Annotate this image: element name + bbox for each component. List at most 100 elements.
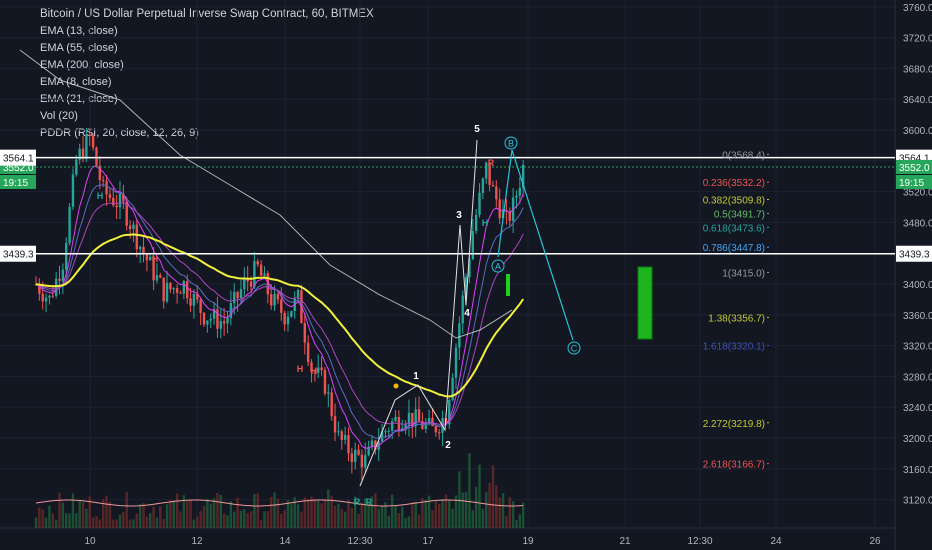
candle-body [485,162,488,179]
volume-bar [152,506,155,528]
abc-label-A: A [495,262,501,272]
candle-body [431,418,434,427]
abc-marker-circle [491,259,505,273]
candle-body [212,309,216,319]
volume-bar [91,517,95,528]
time-tick-label: 17 [422,536,434,547]
small-projection-box [506,274,510,296]
volume-bar [296,504,300,528]
candle-body [522,164,525,188]
volume-bar [48,505,51,528]
candle-body [256,261,259,265]
candle-body [374,440,377,450]
ema-55-line [35,233,525,398]
volume-bar [65,513,68,528]
volume-bar [290,504,293,528]
price-level-tag-left [0,149,36,166]
abc-projection-path [497,149,574,341]
candle-body [138,246,142,250]
candle-body [360,454,364,468]
volume-bar [189,500,192,528]
elliott-wave-path [359,139,478,487]
volume-bar [68,513,71,528]
indicator-ema55[interactable]: EMA (55, close) [40,42,118,54]
candle-body [145,254,149,261]
signal-dot [393,383,399,389]
candle-body [61,269,65,281]
volume-bar [454,495,458,528]
volume-bar [253,494,256,528]
volume-bar [434,501,438,528]
candle-body [226,318,229,324]
price-tick-label: 3160.0 [903,465,932,476]
candle-body [313,372,317,374]
candle-body [357,449,360,455]
candle-body [243,278,246,290]
candle-body [474,214,478,232]
chart-title[interactable]: Bitcoin / US Dollar Perpetual Inverse Sw… [40,8,374,20]
volume-bar [206,498,209,528]
volume-bar [276,498,280,528]
candle-body [458,323,461,348]
volume-bar [522,502,525,528]
volume-bar [115,519,118,528]
volume-bar [471,510,474,528]
volume-bar [283,510,286,528]
candle-body [414,409,417,427]
candle-body [290,311,293,317]
fib-level-label: 0(3568.4) [722,150,765,161]
candle-body [182,281,186,294]
time-tick-label: 19 [522,536,534,547]
volume-bar [387,515,390,528]
volume-bar [219,494,222,528]
candle-body [159,275,162,278]
volume-bar [233,511,236,528]
candle-body [246,278,249,282]
price-tick-label: 3280.0 [903,372,932,383]
volume-bar [327,489,330,528]
volume-bar [159,506,162,528]
candle-body [390,420,394,431]
candle-body [330,392,333,417]
candle-body [280,299,283,313]
price-level-label: 3564.1 [899,154,930,165]
volume-bar [105,495,108,528]
price-tick-label: 3320.0 [903,342,932,353]
volume-bar [384,502,387,528]
volume-bar [61,502,65,528]
volume-bar [273,492,276,528]
volume-bar [478,464,481,528]
volume-bar [270,496,273,528]
volume-bar [128,519,132,528]
price-level-tag-left [0,245,36,262]
candle-body [206,320,209,325]
fib-level-label: 1.618(3320.1) [703,342,765,353]
volume-bar [364,498,367,528]
wave-label-4: 4 [464,308,470,319]
price-tick-label: 3400.0 [903,280,932,291]
candle-body [38,284,41,294]
volume-bar [518,514,522,528]
volume-bar [306,498,310,528]
wave-label-1: 1 [413,371,419,382]
candle-body [488,162,491,186]
candle-body [249,281,253,287]
candle-body [118,193,122,208]
volume-bar [441,498,444,528]
volume-bar [41,509,44,528]
volume-bar [293,497,296,528]
volume-bar [212,498,216,528]
volume-bar [317,500,320,528]
candle-body [175,288,179,293]
candle-body [270,294,273,306]
indicator-ema13[interactable]: EMA (13, close) [40,25,118,37]
volume-bar [108,501,112,528]
candle-body [380,431,384,442]
candle-body [283,312,286,325]
volume-bar [125,492,128,528]
indicator-volume[interactable]: Vol (20) [40,110,78,122]
volume-bar [491,465,495,528]
fib-level-label: 0.786(3447.8) [703,243,765,254]
fib-level-label: 1.38(3356.7) [708,313,765,324]
